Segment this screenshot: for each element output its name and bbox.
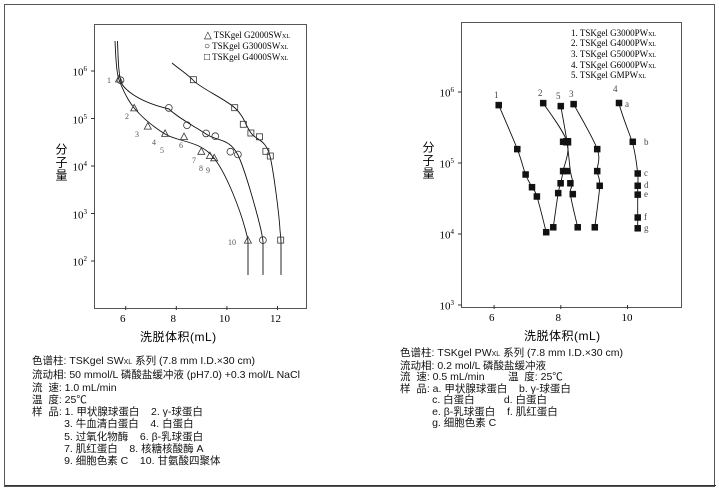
svg-text:c: c	[644, 168, 648, 178]
svg-text:3: 3	[135, 130, 139, 139]
svg-text:a: a	[625, 99, 629, 109]
svg-text:1: 1	[107, 76, 111, 85]
svg-text:9: 9	[206, 166, 210, 175]
svg-text:1: 1	[494, 90, 499, 100]
svg-text:2: 2	[538, 88, 543, 98]
svg-text:3: 3	[569, 89, 574, 99]
svg-text:4: 4	[613, 84, 618, 94]
svg-text:2: 2	[125, 112, 129, 121]
svg-text:7: 7	[192, 156, 196, 165]
svg-text:6: 6	[179, 141, 183, 150]
svg-text:8: 8	[199, 164, 203, 173]
svg-text:f: f	[644, 212, 647, 222]
svg-text:b: b	[644, 137, 649, 147]
svg-text:10: 10	[228, 238, 236, 247]
svg-text:5: 5	[160, 146, 164, 155]
svg-text:e: e	[644, 189, 648, 199]
svg-text:5: 5	[556, 91, 561, 101]
svg-text:4: 4	[152, 138, 156, 147]
svg-text:g: g	[644, 223, 649, 233]
